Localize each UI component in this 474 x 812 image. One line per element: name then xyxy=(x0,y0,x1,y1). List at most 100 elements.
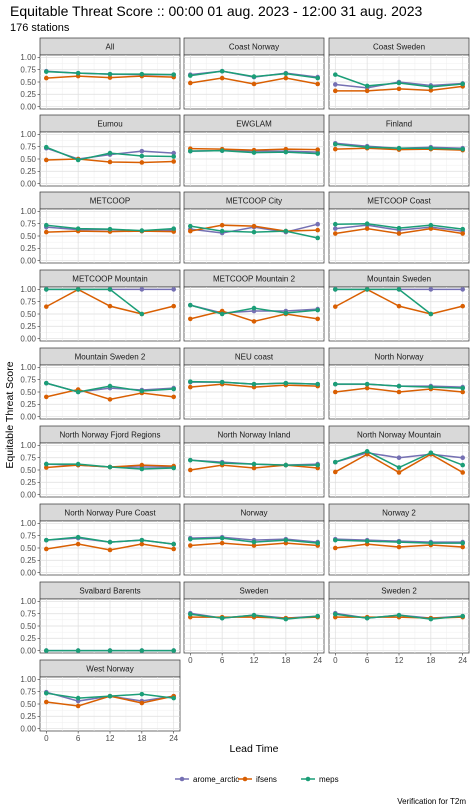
data-point-meps xyxy=(44,222,49,228)
y-tick-label: 0.00 xyxy=(20,334,36,343)
y-tick-label: 0.25 xyxy=(20,634,36,643)
legend-label: meps xyxy=(319,775,339,784)
facet-title: North Norway Mountain xyxy=(357,431,441,440)
data-point-ifsens xyxy=(75,541,81,547)
y-tick-label: 0.50 xyxy=(20,466,36,475)
facet-panel: Norway 2 xyxy=(328,503,470,576)
facet-panel: METCOOP Mountain 0.00 0.25 0.50 0.75 1.00 xyxy=(20,269,181,343)
x-tick-label: 24 xyxy=(169,734,178,743)
facet-panel: METCOOP City xyxy=(183,191,325,264)
data-point-ifsens xyxy=(107,397,113,402)
y-tick-label: 0.50 xyxy=(20,388,36,397)
y-tick-label: 1.00 xyxy=(20,363,36,372)
data-point-meps xyxy=(139,228,145,233)
data-point-meps xyxy=(75,287,81,292)
data-point-ifsens xyxy=(460,470,466,475)
data-point-ifsens xyxy=(396,544,402,550)
facet-title: METCOOP xyxy=(90,197,130,206)
data-point-meps xyxy=(139,153,145,159)
x-tick-label: 24 xyxy=(313,656,322,665)
data-point-meps xyxy=(428,384,434,390)
data-point-ifsens xyxy=(107,303,113,309)
y-tick-label: 0.00 xyxy=(20,724,36,733)
data-point-meps xyxy=(396,225,402,231)
y-tick-label: 0.00 xyxy=(20,102,36,111)
data-point-meps xyxy=(139,466,145,472)
y-tick-label: 0.00 xyxy=(20,568,36,577)
data-point-meps xyxy=(107,226,113,232)
y-tick-label: 0.75 xyxy=(20,376,36,385)
data-point-meps xyxy=(396,383,402,389)
data-point-ifsens xyxy=(364,385,370,391)
facet-title: North Norway xyxy=(375,353,424,362)
y-tick-label: 0.25 xyxy=(20,478,36,487)
data-point-ifsens xyxy=(44,546,49,552)
data-point-meps xyxy=(75,534,81,540)
data-point-meps xyxy=(44,69,49,74)
data-point-ifsens xyxy=(188,467,193,473)
y-tick-label: 0.50 xyxy=(20,700,36,709)
data-point-ifsens xyxy=(283,75,289,81)
data-point-ifsens xyxy=(139,541,145,547)
data-point-ifsens xyxy=(188,316,193,322)
y-tick-label: 1.00 xyxy=(20,207,36,216)
y-tick-label: 0.50 xyxy=(20,622,36,631)
data-point-ifsens xyxy=(219,540,225,546)
data-point-meps xyxy=(44,144,49,150)
x-tick-label: 6 xyxy=(365,656,370,665)
y-tick-label: 0.25 xyxy=(20,167,36,176)
data-point-meps xyxy=(283,149,289,155)
data-point-meps xyxy=(44,690,49,696)
data-point-meps xyxy=(75,695,81,701)
facet-panel: North Norway Pure Coast 0.00 0.25 0.50 0.75 1… xyxy=(20,503,181,577)
data-point-arome_arctic xyxy=(315,221,321,227)
facet-title: Coast Norway xyxy=(229,43,279,52)
data-point-meps xyxy=(139,71,145,77)
data-point-ifsens xyxy=(460,389,466,395)
data-point-meps xyxy=(219,311,225,317)
data-point-meps xyxy=(139,537,145,543)
facet-panel: Svalbard Barents 0.00 0.25 0.50 0.75 1.00 xyxy=(20,581,181,655)
data-point-ifsens xyxy=(396,303,402,309)
facet-title: Eumou xyxy=(97,120,122,129)
facet-title: METCOOP Mountain xyxy=(72,275,147,284)
data-point-ifsens xyxy=(44,75,49,81)
data-point-meps xyxy=(219,68,225,74)
data-point-meps xyxy=(428,616,434,622)
facet-panel: Finland xyxy=(328,114,470,187)
data-point-meps xyxy=(283,310,289,316)
data-point-meps xyxy=(44,537,49,543)
legend: arome_arctic ifsens meps xyxy=(175,775,339,784)
y-tick-label: 1.00 xyxy=(20,597,36,606)
data-point-meps xyxy=(139,311,145,317)
data-point-meps xyxy=(283,616,289,622)
data-point-arome_arctic xyxy=(333,226,338,231)
data-point-ifsens xyxy=(44,157,49,163)
y-tick-label: 0.50 xyxy=(20,310,36,319)
x-tick-label: 0 xyxy=(44,734,49,743)
data-point-ifsens xyxy=(107,75,113,80)
facet-panel: Norway xyxy=(183,503,325,576)
y-axis-label: Equitable Threat Score xyxy=(4,361,16,468)
y-tick-label: 1.00 xyxy=(20,519,36,528)
data-point-ifsens xyxy=(396,470,402,475)
data-point-ifsens xyxy=(428,88,434,93)
data-point-meps xyxy=(283,71,289,76)
facet-panel: Coast Sweden xyxy=(328,37,470,110)
data-point-meps xyxy=(364,144,370,150)
data-point-meps xyxy=(251,381,257,387)
data-point-ifsens xyxy=(251,543,257,548)
x-tick-label: 6 xyxy=(220,656,225,665)
data-point-meps xyxy=(460,226,466,232)
facet-title: All xyxy=(106,43,115,52)
data-point-meps xyxy=(139,691,145,697)
data-point-meps xyxy=(44,287,49,292)
y-tick-label: 0.25 xyxy=(20,322,36,331)
y-tick-label: 1.00 xyxy=(20,53,36,62)
data-point-meps xyxy=(364,381,370,387)
x-tick-label: 12 xyxy=(395,656,404,665)
data-point-meps xyxy=(171,695,176,701)
facet-title: EWGLAM xyxy=(236,120,272,129)
facet-title: West Norway xyxy=(86,665,133,674)
